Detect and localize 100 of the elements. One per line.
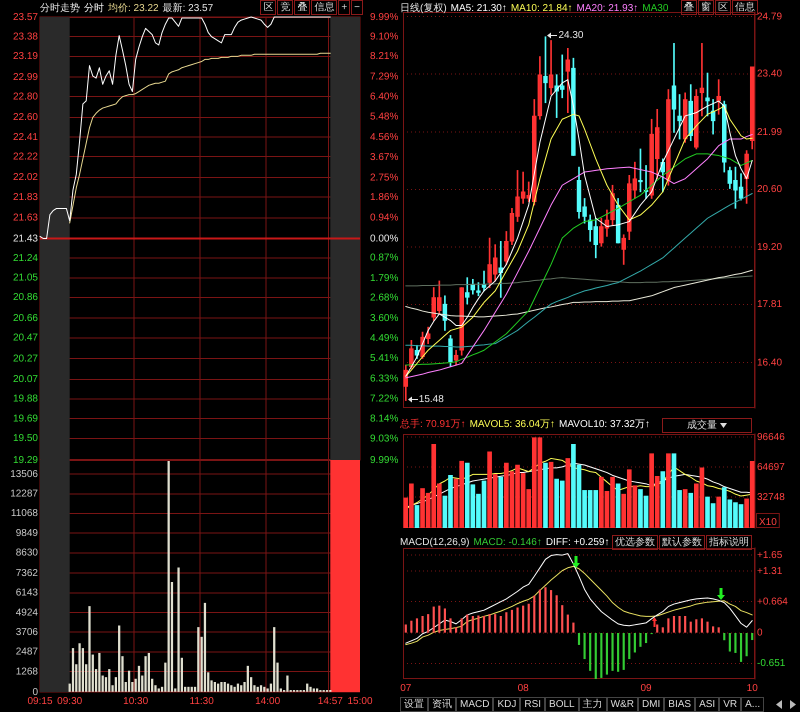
- y-tick-label: 2487: [16, 646, 38, 658]
- bar: [695, 619, 698, 633]
- text: W&R: [606, 697, 638, 712]
- bar: [543, 462, 548, 528]
- y2-tick-label: 0.87%: [370, 252, 398, 264]
- bar: [589, 632, 592, 671]
- chart-title: 日线(复权): [400, 2, 447, 15]
- text: DMI: [638, 697, 664, 712]
- x-tick-label: 14:57: [318, 696, 344, 707]
- bar: [572, 622, 574, 633]
- x-tick-label: 09: [640, 682, 652, 694]
- candlestick: [543, 36, 548, 104]
- bar: [466, 614, 468, 633]
- y-tick-label: 11068: [10, 508, 38, 520]
- bar: [214, 682, 216, 692]
- bar: [510, 610, 514, 633]
- text: 区: [260, 0, 276, 15]
- text: 竞: [277, 0, 294, 15]
- y2-tick-label: 1.79%: [370, 272, 398, 284]
- bar: [644, 632, 648, 644]
- bar: [528, 604, 530, 633]
- text: −: [351, 0, 363, 15]
- y-tick-label: 64697: [757, 462, 786, 473]
- y2-tick-label: 9.99%: [370, 454, 398, 466]
- y2-tick-label: 6.40%: [370, 91, 398, 102]
- bar: [617, 632, 620, 672]
- y2-tick-label: 8.21%: [370, 51, 398, 62]
- y-tick-label: 21.05: [12, 272, 38, 284]
- y-tick-label: 22.60: [12, 112, 38, 124]
- chart-subtitle: 总手: 70.91万↑ MAVOL5: 36.04万↑ MAVOL10: 37.32万↑: [400, 418, 650, 431]
- bar: [734, 632, 737, 653]
- bar: [316, 688, 318, 692]
- bar: [168, 460, 170, 692]
- y-tick-label: 22.80: [12, 91, 38, 102]
- x-tick-label: 10:30: [123, 696, 149, 707]
- bar: [667, 618, 670, 633]
- annotation: 叠: [681, 0, 697, 15]
- bar: [566, 614, 569, 633]
- bar: [108, 669, 110, 692]
- y-tick-label: 32748: [757, 492, 786, 503]
- y2-tick-label: 9.10%: [370, 31, 398, 42]
- text: BOLL: [545, 697, 579, 712]
- bar: [416, 618, 418, 633]
- y2-tick-label: 9.03%: [370, 433, 398, 444]
- y2-tick-label: 9.99%: [370, 12, 398, 23]
- y-tick-label: -0.651: [757, 658, 786, 670]
- bar: [548, 462, 554, 528]
- bar: [706, 622, 709, 633]
- y-tick-label: 21.83: [12, 192, 38, 203]
- y-tick-label: 23.57: [12, 12, 38, 23]
- bar: [616, 483, 620, 528]
- bar: [312, 688, 315, 692]
- bar: [421, 616, 424, 633]
- y-tick-label: 20.27: [12, 353, 38, 364]
- bar: [472, 616, 474, 633]
- x-tick-label: 08: [518, 682, 530, 694]
- bar: [516, 608, 519, 633]
- text: 叠: [294, 0, 310, 15]
- y-tick-label: 9849: [16, 528, 38, 539]
- y-tick-label: 23.19: [12, 51, 38, 62]
- text: MACD: [456, 697, 494, 712]
- text: 成交量: [662, 418, 752, 433]
- y-tick-label: 20.86: [12, 292, 38, 304]
- chart-subtitle: MACD: -0.146↑ DIFF: +0.259↑: [473, 536, 610, 548]
- text: 资讯: [428, 697, 456, 712]
- bar: [578, 632, 580, 645]
- y-tick-label: 21.63: [12, 212, 38, 224]
- y-tick-label: 22.41: [12, 132, 38, 143]
- y-axis-title: X10: [759, 516, 778, 528]
- text: 设置: [400, 697, 428, 712]
- chart-subtitle: MA5: 21.30↑ MA10: 21.84↑ MA20: 21.93↑ MA30: [450, 2, 668, 14]
- bar: [600, 632, 602, 678]
- bar: [234, 686, 236, 692]
- text: RSI: [520, 697, 546, 712]
- bar: [716, 496, 722, 528]
- bar: [700, 618, 703, 633]
- bar: [684, 616, 686, 633]
- y-tick-label: 1268: [16, 666, 38, 678]
- y-tick-label: 16.40: [757, 357, 782, 368]
- bar: [594, 632, 597, 679]
- text: KDJ: [493, 697, 520, 712]
- text: 信息: [311, 0, 338, 15]
- y2-tick-label: 6.33%: [370, 374, 398, 385]
- bar: [634, 632, 636, 652]
- bar: [427, 614, 430, 633]
- y-tick-label: 8630: [16, 548, 38, 559]
- bar: [226, 684, 230, 692]
- text: BIAS: [664, 697, 696, 712]
- bar: [414, 505, 420, 528]
- bar: [190, 686, 193, 692]
- bar: [488, 614, 491, 633]
- y-tick-label: 19.29: [12, 454, 38, 466]
- annotation: 15.48: [418, 394, 444, 405]
- x-tick-label: 09:15: [27, 696, 53, 707]
- y2-tick-label: 4.49%: [370, 332, 398, 344]
- y-tick-label: 22.22: [12, 151, 38, 162]
- y2-tick-label: 0.00%: [370, 233, 398, 244]
- bar: [477, 616, 480, 633]
- text: A...: [741, 697, 764, 712]
- bar: [533, 596, 536, 633]
